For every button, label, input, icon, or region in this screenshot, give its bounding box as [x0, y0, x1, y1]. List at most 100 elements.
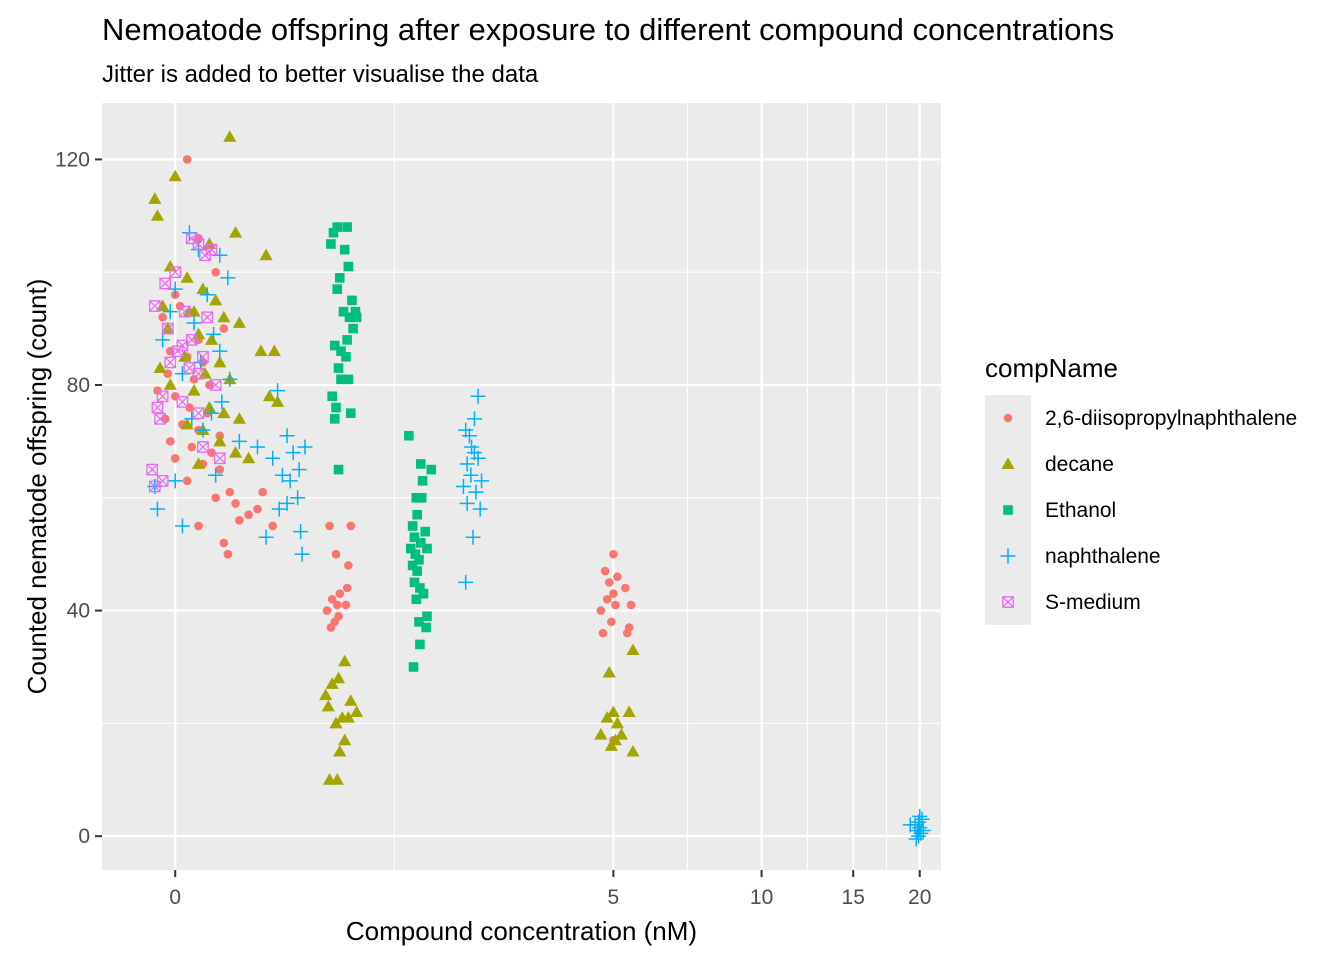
data-point-4 — [470, 388, 486, 404]
data-point-2 — [213, 434, 227, 447]
data-point-3 — [333, 464, 344, 475]
data-point-3 — [329, 340, 340, 351]
legend-label: Ethanol — [1045, 499, 1116, 522]
data-point-4 — [162, 304, 178, 320]
data-point-4 — [265, 450, 281, 466]
data-point-1 — [219, 324, 229, 333]
data-point-2 — [217, 310, 231, 323]
data-point-3 — [332, 222, 343, 232]
data-point-1 — [231, 499, 240, 508]
data-point-1 — [158, 313, 167, 322]
data-point-1 — [622, 628, 632, 638]
data-point-5 — [148, 480, 161, 493]
data-point-4 — [463, 467, 479, 483]
data-point-2 — [622, 705, 636, 718]
data-point-2 — [198, 367, 212, 379]
data-point-1 — [223, 549, 233, 559]
data-point-2 — [600, 711, 614, 723]
data-point-2 — [204, 333, 219, 345]
data-point-4 — [208, 467, 224, 483]
data-point-1 — [165, 437, 175, 446]
data-point-3 — [329, 414, 340, 424]
data-point-1 — [170, 454, 180, 463]
data-point-3 — [412, 509, 422, 520]
data-point-2 — [150, 209, 165, 221]
legend-key-4 — [1000, 548, 1016, 564]
data-point-5 — [197, 350, 209, 363]
data-point-2 — [153, 361, 167, 374]
data-point-1 — [205, 380, 214, 390]
data-point-2 — [191, 457, 206, 469]
data-point-2 — [228, 226, 243, 238]
data-point-5 — [197, 441, 209, 453]
data-point-5 — [201, 311, 214, 324]
x-axis-title: Compound concentration (nM) — [346, 916, 697, 946]
data-point-1 — [335, 589, 345, 598]
data-point-1 — [346, 521, 356, 531]
data-point-2 — [178, 350, 192, 362]
data-point-5 — [199, 249, 211, 262]
data-point-2 — [344, 694, 358, 706]
data-point-1 — [332, 600, 342, 610]
data-point-2 — [331, 671, 346, 684]
legend-title: compName — [985, 353, 1118, 383]
data-point-1 — [611, 600, 620, 610]
data-point-3 — [411, 492, 422, 503]
data-point-4 — [297, 439, 313, 455]
data-point-2 — [604, 739, 618, 751]
data-point-2 — [626, 744, 640, 757]
data-point-1 — [258, 487, 267, 497]
data-point-3 — [336, 374, 346, 385]
data-point-3 — [332, 284, 343, 294]
data-point-4 — [155, 332, 171, 348]
data-point-5 — [192, 238, 205, 250]
data-point-4 — [212, 343, 228, 359]
data-point-3 — [345, 408, 356, 418]
data-point-3 — [421, 622, 431, 633]
data-point-3 — [418, 588, 429, 599]
legend-key-1 — [1003, 413, 1013, 423]
data-point-4 — [214, 394, 230, 410]
data-point-4 — [465, 529, 481, 545]
data-point-2 — [267, 344, 281, 357]
data-point-5 — [159, 277, 172, 290]
data-point-5 — [192, 407, 205, 420]
data-point-3 — [426, 464, 437, 475]
data-point-2 — [187, 384, 201, 396]
data-point-2 — [606, 705, 620, 718]
data-point-4 — [285, 445, 301, 461]
x-tick-label: 5 — [608, 886, 620, 909]
data-point-4 — [914, 811, 930, 827]
data-point-3 — [343, 261, 354, 272]
data-point-4 — [274, 467, 290, 483]
data-point-3 — [422, 611, 432, 622]
data-point-2 — [241, 451, 256, 464]
data-point-3 — [414, 555, 424, 565]
data-point-1 — [211, 493, 220, 503]
data-point-3 — [411, 594, 422, 605]
data-point-2 — [232, 412, 246, 424]
data-point-1 — [235, 516, 244, 525]
data-point-4 — [199, 287, 215, 303]
data-point-4 — [222, 371, 238, 387]
x-tick-label: 10 — [750, 886, 773, 909]
data-point-3 — [350, 306, 361, 317]
data-point-5 — [156, 390, 169, 403]
data-point-4 — [279, 495, 295, 511]
data-point-1 — [327, 594, 337, 604]
chart-subtitle: Jitter is added to better visualise the … — [102, 61, 539, 88]
data-point-1 — [165, 346, 175, 356]
data-point-3 — [342, 222, 352, 232]
data-point-2 — [213, 355, 227, 368]
data-point-1 — [244, 510, 253, 519]
data-point-4 — [466, 411, 482, 427]
data-point-5 — [192, 367, 205, 380]
data-point-3 — [351, 312, 362, 323]
data-point-1 — [331, 549, 341, 559]
data-point-4 — [468, 484, 484, 500]
data-point-3 — [344, 312, 355, 323]
data-point-4 — [149, 501, 165, 517]
data-points — [146, 130, 931, 847]
data-point-5 — [154, 412, 166, 425]
data-point-1 — [207, 448, 216, 457]
